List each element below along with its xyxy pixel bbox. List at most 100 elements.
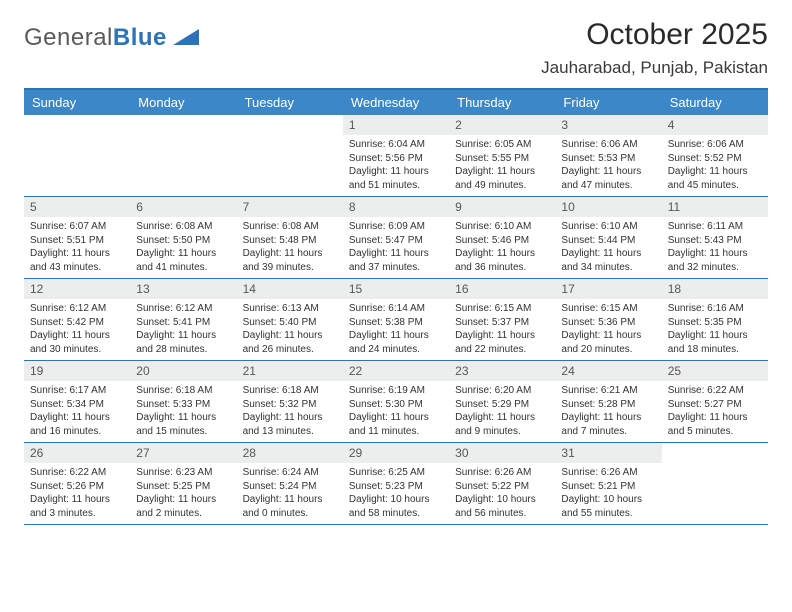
sunset-text: Sunset: 5:29 PM <box>455 398 549 412</box>
daylight-text: Daylight: 11 hours and 16 minutes. <box>30 411 124 438</box>
sunset-text: Sunset: 5:34 PM <box>30 398 124 412</box>
day-number: 1 <box>343 115 449 135</box>
day-info: Sunrise: 6:22 AMSunset: 5:26 PMDaylight:… <box>24 463 130 524</box>
day-info: Sunrise: 6:10 AMSunset: 5:46 PMDaylight:… <box>449 217 555 278</box>
day-info: Sunrise: 6:20 AMSunset: 5:29 PMDaylight:… <box>449 381 555 442</box>
sunset-text: Sunset: 5:26 PM <box>30 480 124 494</box>
day-info: Sunrise: 6:12 AMSunset: 5:41 PMDaylight:… <box>130 299 236 360</box>
sunrise-text: Sunrise: 6:12 AM <box>30 302 124 316</box>
daylight-text: Daylight: 11 hours and 34 minutes. <box>561 247 655 274</box>
sunset-text: Sunset: 5:24 PM <box>243 480 337 494</box>
day-cell: 9Sunrise: 6:10 AMSunset: 5:46 PMDaylight… <box>449 197 555 278</box>
sunrise-text: Sunrise: 6:26 AM <box>561 466 655 480</box>
logo-word2: Blue <box>113 24 167 51</box>
sunset-text: Sunset: 5:53 PM <box>561 152 655 166</box>
day-info: Sunrise: 6:17 AMSunset: 5:34 PMDaylight:… <box>24 381 130 442</box>
day-number: 15 <box>343 279 449 299</box>
day-info: Sunrise: 6:19 AMSunset: 5:30 PMDaylight:… <box>343 381 449 442</box>
day-number: 7 <box>237 197 343 217</box>
day-cell: 22Sunrise: 6:19 AMSunset: 5:30 PMDayligh… <box>343 361 449 442</box>
daylight-text: Daylight: 10 hours and 56 minutes. <box>455 493 549 520</box>
week-row: 19Sunrise: 6:17 AMSunset: 5:34 PMDayligh… <box>24 361 768 443</box>
month-title: October 2025 <box>541 18 768 52</box>
sunrise-text: Sunrise: 6:08 AM <box>243 220 337 234</box>
day-info: Sunrise: 6:04 AMSunset: 5:56 PMDaylight:… <box>343 135 449 196</box>
sunrise-text: Sunrise: 6:24 AM <box>243 466 337 480</box>
weekday-header: Wednesday <box>343 90 449 115</box>
day-cell: . <box>130 115 236 196</box>
day-number: 18 <box>662 279 768 299</box>
day-number: 2 <box>449 115 555 135</box>
day-cell: 6Sunrise: 6:08 AMSunset: 5:50 PMDaylight… <box>130 197 236 278</box>
day-number: 8 <box>343 197 449 217</box>
day-cell: 19Sunrise: 6:17 AMSunset: 5:34 PMDayligh… <box>24 361 130 442</box>
day-info: Sunrise: 6:26 AMSunset: 5:21 PMDaylight:… <box>555 463 661 524</box>
day-cell: 13Sunrise: 6:12 AMSunset: 5:41 PMDayligh… <box>130 279 236 360</box>
daylight-text: Daylight: 11 hours and 49 minutes. <box>455 165 549 192</box>
day-number: 31 <box>555 443 661 463</box>
daylight-text: Daylight: 10 hours and 55 minutes. <box>561 493 655 520</box>
day-info: Sunrise: 6:07 AMSunset: 5:51 PMDaylight:… <box>24 217 130 278</box>
logo-triangle-icon <box>173 27 199 50</box>
sunrise-text: Sunrise: 6:16 AM <box>668 302 762 316</box>
day-number: 19 <box>24 361 130 381</box>
sunrise-text: Sunrise: 6:22 AM <box>30 466 124 480</box>
daylight-text: Daylight: 11 hours and 5 minutes. <box>668 411 762 438</box>
day-info: Sunrise: 6:18 AMSunset: 5:32 PMDaylight:… <box>237 381 343 442</box>
sunset-text: Sunset: 5:23 PM <box>349 480 443 494</box>
sunset-text: Sunset: 5:40 PM <box>243 316 337 330</box>
day-number: 22 <box>343 361 449 381</box>
day-number: 9 <box>449 197 555 217</box>
day-cell: 29Sunrise: 6:25 AMSunset: 5:23 PMDayligh… <box>343 443 449 524</box>
week-row: ...1Sunrise: 6:04 AMSunset: 5:56 PMDayli… <box>24 115 768 197</box>
daylight-text: Daylight: 11 hours and 13 minutes. <box>243 411 337 438</box>
daylight-text: Daylight: 11 hours and 37 minutes. <box>349 247 443 274</box>
day-cell: 27Sunrise: 6:23 AMSunset: 5:25 PMDayligh… <box>130 443 236 524</box>
weeks-container: ...1Sunrise: 6:04 AMSunset: 5:56 PMDayli… <box>24 115 768 525</box>
daylight-text: Daylight: 11 hours and 45 minutes. <box>668 165 762 192</box>
day-info: Sunrise: 6:06 AMSunset: 5:52 PMDaylight:… <box>662 135 768 196</box>
weekday-header-row: Sunday Monday Tuesday Wednesday Thursday… <box>24 90 768 115</box>
daylight-text: Daylight: 11 hours and 9 minutes. <box>455 411 549 438</box>
day-cell: 4Sunrise: 6:06 AMSunset: 5:52 PMDaylight… <box>662 115 768 196</box>
logo: GeneralBlue <box>24 24 199 52</box>
day-number: 5 <box>24 197 130 217</box>
day-cell: 28Sunrise: 6:24 AMSunset: 5:24 PMDayligh… <box>237 443 343 524</box>
sunrise-text: Sunrise: 6:15 AM <box>561 302 655 316</box>
day-cell: 15Sunrise: 6:14 AMSunset: 5:38 PMDayligh… <box>343 279 449 360</box>
sunrise-text: Sunrise: 6:07 AM <box>30 220 124 234</box>
daylight-text: Daylight: 10 hours and 58 minutes. <box>349 493 443 520</box>
sunset-text: Sunset: 5:36 PM <box>561 316 655 330</box>
day-info: Sunrise: 6:15 AMSunset: 5:36 PMDaylight:… <box>555 299 661 360</box>
sunrise-text: Sunrise: 6:15 AM <box>455 302 549 316</box>
sunrise-text: Sunrise: 6:23 AM <box>136 466 230 480</box>
day-cell: 24Sunrise: 6:21 AMSunset: 5:28 PMDayligh… <box>555 361 661 442</box>
weekday-header: Thursday <box>449 90 555 115</box>
day-number: 3 <box>555 115 661 135</box>
day-cell: 11Sunrise: 6:11 AMSunset: 5:43 PMDayligh… <box>662 197 768 278</box>
location: Jauharabad, Punjab, Pakistan <box>541 58 768 78</box>
sunrise-text: Sunrise: 6:22 AM <box>668 384 762 398</box>
sunrise-text: Sunrise: 6:17 AM <box>30 384 124 398</box>
day-info: Sunrise: 6:06 AMSunset: 5:53 PMDaylight:… <box>555 135 661 196</box>
day-number: 4 <box>662 115 768 135</box>
sunset-text: Sunset: 5:56 PM <box>349 152 443 166</box>
daylight-text: Daylight: 11 hours and 24 minutes. <box>349 329 443 356</box>
day-number: 13 <box>130 279 236 299</box>
sunset-text: Sunset: 5:33 PM <box>136 398 230 412</box>
daylight-text: Daylight: 11 hours and 30 minutes. <box>30 329 124 356</box>
day-number: 12 <box>24 279 130 299</box>
week-row: 5Sunrise: 6:07 AMSunset: 5:51 PMDaylight… <box>24 197 768 279</box>
day-cell: 2Sunrise: 6:05 AMSunset: 5:55 PMDaylight… <box>449 115 555 196</box>
daylight-text: Daylight: 11 hours and 41 minutes. <box>136 247 230 274</box>
sunset-text: Sunset: 5:51 PM <box>30 234 124 248</box>
daylight-text: Daylight: 11 hours and 7 minutes. <box>561 411 655 438</box>
daylight-text: Daylight: 11 hours and 28 minutes. <box>136 329 230 356</box>
daylight-text: Daylight: 11 hours and 43 minutes. <box>30 247 124 274</box>
day-cell: 14Sunrise: 6:13 AMSunset: 5:40 PMDayligh… <box>237 279 343 360</box>
daylight-text: Daylight: 11 hours and 0 minutes. <box>243 493 337 520</box>
weekday-header: Sunday <box>24 90 130 115</box>
sunset-text: Sunset: 5:47 PM <box>349 234 443 248</box>
sunrise-text: Sunrise: 6:14 AM <box>349 302 443 316</box>
daylight-text: Daylight: 11 hours and 2 minutes. <box>136 493 230 520</box>
